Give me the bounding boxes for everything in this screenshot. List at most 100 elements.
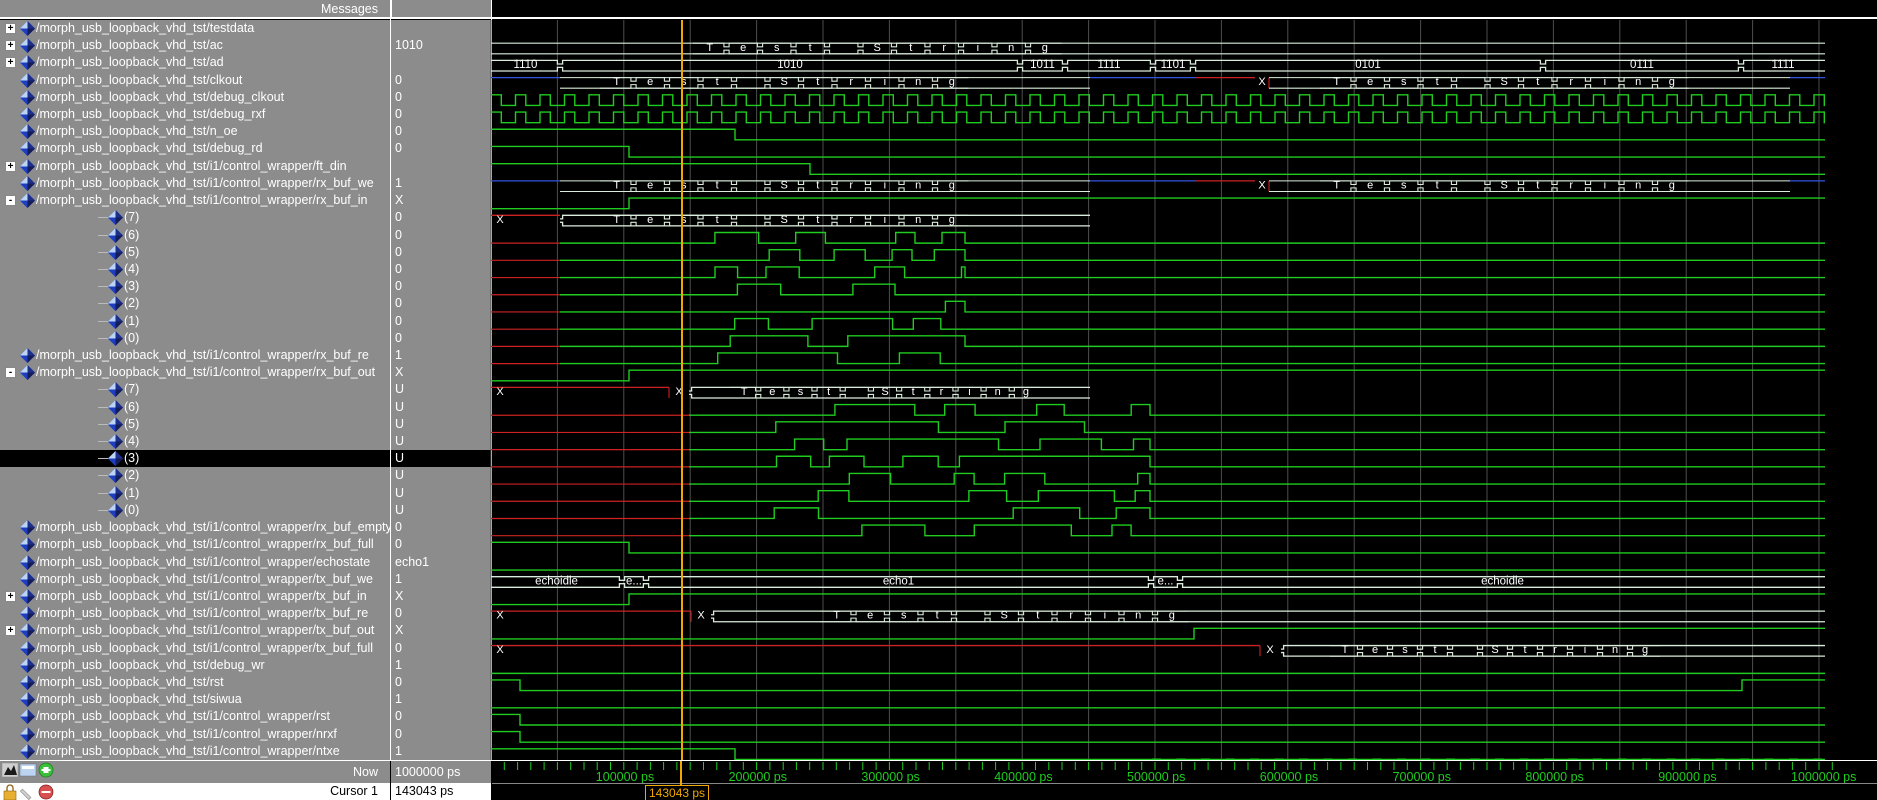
svg-text:t: t [809, 42, 812, 54]
svg-text:r: r [849, 76, 853, 88]
svg-text:r: r [1569, 179, 1573, 191]
svg-text:X: X [496, 644, 504, 656]
svg-text:1000000 ps: 1000000 ps [1791, 770, 1856, 784]
svg-text:S: S [781, 76, 788, 88]
svg-text:t: t [716, 76, 719, 88]
svg-text:t: t [816, 214, 819, 226]
svg-text:T: T [613, 214, 620, 226]
svg-text:s: s [774, 42, 780, 54]
svg-text:i: i [1604, 76, 1606, 88]
svg-text:X: X [1258, 76, 1266, 88]
svg-text:800000 ps: 800000 ps [1525, 770, 1583, 784]
svg-text:e: e [740, 42, 746, 54]
svg-text:echoidle: echoidle [1481, 575, 1524, 587]
svg-text:i: i [884, 179, 886, 191]
svg-text:1111: 1111 [1097, 59, 1120, 71]
svg-text:g: g [1023, 386, 1029, 398]
svg-text:t: t [1436, 76, 1439, 88]
svg-text:S: S [1001, 610, 1008, 622]
svg-text:e: e [647, 179, 653, 191]
svg-text:s: s [798, 386, 804, 398]
svg-text:n: n [1635, 179, 1641, 191]
svg-text:n: n [915, 179, 921, 191]
svg-text:n: n [1635, 76, 1641, 88]
svg-text:i: i [1604, 179, 1606, 191]
svg-text:e...: e... [1158, 575, 1174, 587]
svg-text:g: g [1669, 76, 1675, 88]
svg-text:e: e [1367, 179, 1373, 191]
svg-text:i: i [884, 214, 886, 226]
svg-text:T: T [613, 179, 620, 191]
svg-text:n: n [915, 214, 921, 226]
svg-text:S: S [1501, 76, 1508, 88]
svg-text:r: r [849, 214, 853, 226]
svg-text:s: s [1401, 179, 1407, 191]
svg-text:1110: 1110 [514, 59, 538, 71]
svg-text:1011: 1011 [1030, 59, 1055, 71]
svg-text:e...: e... [626, 575, 642, 587]
svg-text:t: t [1433, 644, 1436, 656]
svg-text:T: T [613, 76, 620, 88]
svg-text:g: g [1169, 610, 1175, 622]
svg-text:X: X [697, 610, 705, 622]
svg-text:n: n [1612, 644, 1618, 656]
svg-text:X: X [496, 610, 504, 622]
svg-text:S: S [1491, 644, 1498, 656]
svg-text:r: r [940, 386, 944, 398]
svg-text:0101: 0101 [1355, 59, 1381, 71]
svg-text:g: g [949, 179, 955, 191]
svg-text:e: e [647, 214, 653, 226]
svg-text:600000 ps: 600000 ps [1260, 770, 1318, 784]
svg-text:1101: 1101 [1161, 59, 1186, 71]
svg-text:t: t [1036, 610, 1039, 622]
svg-text:t: t [1523, 644, 1526, 656]
svg-text:r: r [1553, 644, 1557, 656]
svg-text:e: e [867, 610, 873, 622]
svg-text:t: t [912, 386, 915, 398]
svg-text:n: n [1008, 42, 1014, 54]
svg-text:g: g [1642, 644, 1648, 656]
svg-text:e: e [1372, 644, 1378, 656]
svg-text:t: t [716, 179, 719, 191]
svg-text:700000 ps: 700000 ps [1393, 770, 1451, 784]
svg-text:n: n [1135, 610, 1141, 622]
svg-text:0111: 0111 [1630, 59, 1654, 71]
svg-text:T: T [706, 42, 713, 54]
svg-text:T: T [1342, 644, 1349, 656]
svg-text:t: t [1536, 179, 1539, 191]
svg-text:S: S [1501, 179, 1508, 191]
svg-text:T: T [741, 386, 748, 398]
svg-text:i: i [884, 76, 886, 88]
svg-text:s: s [1401, 76, 1407, 88]
svg-text:900000 ps: 900000 ps [1658, 770, 1716, 784]
svg-text:300000 ps: 300000 ps [861, 770, 919, 784]
svg-text:t: t [816, 179, 819, 191]
svg-text:r: r [1569, 76, 1573, 88]
svg-text:s: s [1402, 644, 1408, 656]
svg-text:S: S [874, 42, 881, 54]
svg-text:g: g [1042, 42, 1048, 54]
svg-text:n: n [995, 386, 1001, 398]
svg-text:t: t [1436, 179, 1439, 191]
svg-text:X: X [496, 214, 504, 226]
svg-text:t: t [936, 610, 939, 622]
svg-text:i: i [968, 386, 970, 398]
svg-text:500000 ps: 500000 ps [1127, 770, 1185, 784]
svg-text:r: r [1069, 610, 1073, 622]
svg-text:1111: 1111 [1771, 59, 1794, 71]
svg-text:t: t [909, 42, 912, 54]
svg-text:200000 ps: 200000 ps [729, 770, 787, 784]
svg-text:i: i [977, 42, 979, 54]
svg-text:S: S [781, 214, 788, 226]
svg-text:t: t [716, 214, 719, 226]
svg-text:X: X [1266, 644, 1274, 656]
svg-text:T: T [1333, 179, 1340, 191]
svg-text:100000 ps: 100000 ps [596, 770, 654, 784]
svg-text:X: X [1258, 179, 1266, 191]
svg-text:r: r [942, 42, 946, 54]
svg-text:i: i [1584, 644, 1586, 656]
svg-text:T: T [1333, 76, 1340, 88]
svg-text:e: e [769, 386, 775, 398]
svg-text:t: t [1536, 76, 1539, 88]
svg-text:echoidle: echoidle [535, 575, 578, 587]
